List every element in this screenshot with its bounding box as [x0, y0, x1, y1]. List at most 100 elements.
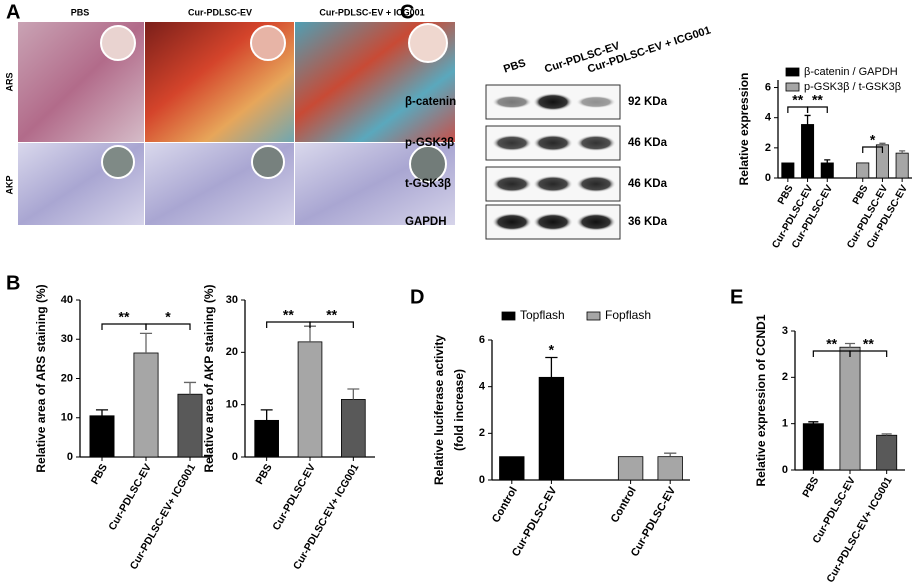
error-bar [844, 342, 856, 348]
legend-label: Topflash [520, 308, 565, 322]
inset [250, 25, 286, 61]
significance-label: * [549, 342, 555, 358]
band [533, 93, 573, 111]
panel-label: E [730, 286, 743, 308]
significance-bracket [806, 106, 828, 113]
y-tick-label: 20 [61, 372, 73, 384]
y-tick-label: 0 [765, 172, 771, 184]
legend-swatch [785, 67, 800, 77]
x-tick-label: PBS [800, 475, 821, 500]
inset [409, 145, 447, 183]
x-tick-label: Cur-PDLSC-EV [629, 484, 679, 558]
y-tick-label: 30 [61, 333, 73, 345]
error-bar [139, 332, 153, 353]
x-tick-label: PBS [851, 183, 871, 207]
bar [89, 415, 115, 458]
y-tick-label: 3 [782, 325, 788, 337]
bar [254, 419, 279, 458]
panel-label: C [400, 1, 414, 23]
bar [856, 162, 870, 179]
blot-size: 36 KDa [628, 216, 668, 228]
panel-label: A [6, 1, 20, 23]
y-tick-label: 4 [479, 381, 486, 393]
legend-swatch [785, 82, 800, 92]
x-tick-label: Cur-PDLSC-EV [106, 462, 154, 533]
x-tick-label: Control [490, 485, 520, 525]
x-tick-label: Cur-PDLSC-EV [270, 462, 318, 533]
significance-label: ** [826, 336, 837, 352]
significance-label: * [870, 132, 876, 148]
significance-label: ** [792, 92, 803, 108]
x-tick-label: Control [609, 485, 639, 525]
bar [802, 423, 824, 471]
significance-label: * [165, 309, 171, 325]
panel-label: B [6, 272, 20, 294]
column-title: PBS [71, 7, 90, 17]
bar [341, 399, 366, 458]
significance-label: ** [863, 336, 874, 352]
bar [839, 346, 861, 471]
inset [100, 25, 136, 61]
blot-label: GAPDH [405, 216, 447, 228]
bar [297, 341, 323, 458]
x-tick-label: PBS [253, 462, 274, 487]
legend-label: β-catenin / GAPDH [804, 66, 898, 78]
inset [408, 23, 448, 63]
significance-bracket [101, 323, 147, 330]
y-axis-label: Relative area of AKP staining (%) [202, 284, 216, 472]
inset [251, 145, 285, 179]
band [492, 134, 532, 152]
bar [657, 456, 683, 481]
column-title: Cur-PDLSC-EV [188, 7, 252, 17]
y-axis-label: (fold increase) [452, 369, 466, 451]
y-axis-label: Relative expression of CCND1 [754, 314, 768, 486]
error-bar [664, 452, 677, 457]
significance-label: ** [283, 307, 294, 323]
error-bar [260, 409, 273, 421]
y-tick-label: 2 [479, 427, 485, 439]
y-tick-label: 10 [226, 399, 238, 411]
y-tick-label: 20 [226, 346, 238, 358]
bar [895, 152, 909, 179]
y-tick-label: 6 [765, 81, 771, 93]
significance-bracket [145, 323, 191, 330]
lane-label: PBS [502, 57, 527, 75]
blot-size: 46 KDa [628, 178, 668, 190]
blot-size: 46 KDa [628, 137, 668, 149]
bar [617, 456, 644, 481]
significance-bracket [266, 321, 311, 328]
error-bar [879, 142, 886, 145]
error-bar [881, 433, 892, 436]
bar [801, 124, 815, 179]
error-bar [804, 114, 811, 125]
legend-label: Fopflash [605, 308, 651, 322]
blot-label: β-catenin [405, 96, 456, 108]
significance-label: ** [326, 307, 337, 323]
blot-label: p-GSK3β [405, 137, 454, 149]
y-tick-label: 2 [782, 371, 788, 383]
band [533, 175, 573, 193]
error-bar [808, 421, 819, 424]
y-tick-label: 0 [782, 464, 788, 476]
bar [538, 376, 565, 481]
error-bar [347, 388, 360, 400]
bar [133, 352, 159, 458]
y-tick-label: 30 [226, 294, 238, 306]
y-tick-label: 2 [765, 142, 771, 154]
x-tick-label: Cur-PDLSC-EV+ ICG001 [824, 475, 894, 584]
y-tick-label: 6 [479, 334, 485, 346]
y-tick-label: 0 [67, 451, 73, 463]
inset [101, 145, 135, 179]
error-bar [304, 325, 316, 342]
legend-swatch [586, 311, 601, 321]
y-tick-label: 1 [782, 418, 788, 430]
panel-labels: A B C D E [6, 1, 743, 308]
y-tick-label: 0 [479, 474, 485, 486]
band [576, 213, 616, 231]
error-bar [899, 150, 906, 154]
band [492, 175, 532, 193]
blot-label: t-GSK3β [405, 178, 451, 190]
x-tick-label: PBS [776, 183, 796, 207]
y-tick-label: 0 [232, 451, 238, 463]
